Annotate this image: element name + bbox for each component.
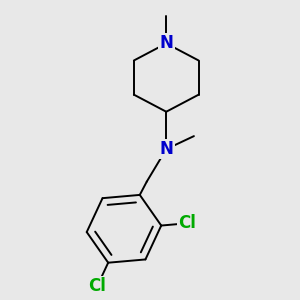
Text: Cl: Cl: [178, 214, 196, 232]
Text: N: N: [159, 140, 173, 158]
Text: Cl: Cl: [88, 277, 106, 295]
Text: N: N: [159, 34, 173, 52]
